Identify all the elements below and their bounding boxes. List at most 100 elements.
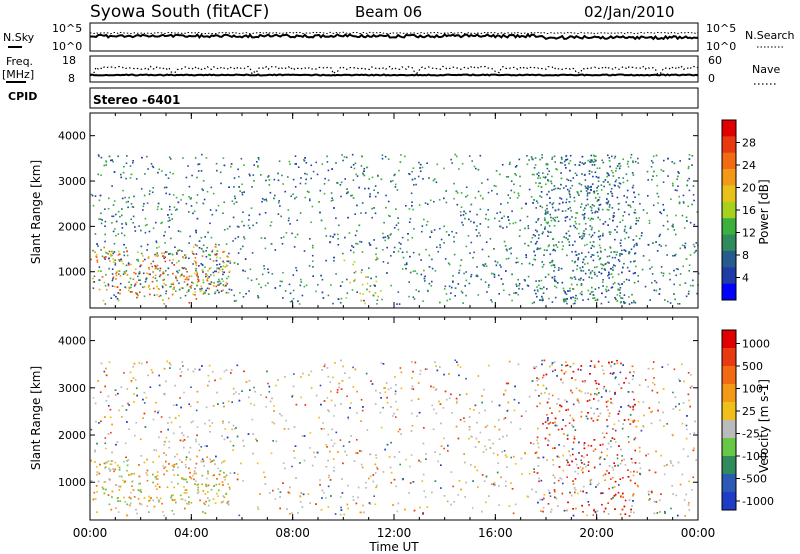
- echo-point: [575, 458, 577, 460]
- echo-point: [196, 484, 199, 486]
- echo-point: [519, 185, 521, 187]
- echo-point: [619, 478, 622, 480]
- echo-point: [345, 156, 348, 159]
- echo-point: [693, 432, 696, 434]
- echo-point: [110, 159, 112, 162]
- echo-point: [417, 175, 420, 178]
- echo-point: [340, 506, 342, 509]
- echo-point: [540, 224, 542, 226]
- echo-point: [635, 235, 638, 237]
- echo-point: [553, 185, 556, 187]
- echo-point: [691, 155, 694, 157]
- echo-point: [688, 177, 690, 180]
- echo-point: [620, 387, 623, 389]
- echo-point: [335, 273, 337, 275]
- y-tick-label: 1000: [58, 266, 86, 279]
- freq-trace: [89, 73, 699, 77]
- echo-point: [191, 281, 193, 284]
- echo-point: [395, 224, 398, 227]
- echo-point: [423, 427, 425, 429]
- echo-point: [277, 488, 280, 490]
- echo-point: [656, 250, 659, 252]
- echo-point: [435, 388, 438, 390]
- echo-point: [558, 203, 561, 205]
- echo-point: [578, 164, 581, 166]
- echo-point: [128, 281, 130, 283]
- echo-point: [159, 269, 161, 272]
- echo-point: [122, 273, 125, 275]
- echo-point: [687, 165, 690, 168]
- echo-point: [533, 167, 536, 169]
- echo-point: [132, 160, 134, 162]
- echo-point: [233, 177, 236, 179]
- echo-point: [649, 267, 651, 270]
- echo-point: [651, 273, 654, 275]
- echo-point: [105, 488, 107, 491]
- echo-point: [571, 448, 574, 450]
- echo-point: [518, 284, 520, 287]
- echo-point: [628, 270, 631, 272]
- echo-point: [593, 245, 595, 248]
- echo-point: [183, 439, 186, 441]
- echo-point: [346, 278, 348, 281]
- echo-point: [551, 156, 554, 159]
- echo-point: [565, 159, 567, 161]
- echo-point: [485, 265, 488, 267]
- echo-point: [339, 439, 342, 441]
- echo-point: [527, 285, 530, 287]
- echo-point: [95, 253, 98, 256]
- echo-point: [222, 284, 225, 286]
- echo-point: [156, 264, 159, 267]
- echo-point: [126, 503, 128, 506]
- echo-point: [560, 198, 563, 200]
- echo-point: [223, 201, 225, 203]
- echo-point: [225, 474, 228, 477]
- echo-point: [174, 417, 177, 419]
- echo-point: [614, 265, 616, 267]
- echo-point: [169, 259, 171, 262]
- echo-point: [623, 228, 626, 231]
- echo-point: [618, 186, 621, 189]
- echo-point: [536, 436, 539, 439]
- echo-point: [347, 216, 349, 219]
- echo-point: [526, 163, 529, 166]
- echo-point: [533, 173, 535, 176]
- echo-point: [375, 457, 378, 459]
- echo-point: [613, 486, 616, 488]
- echo-point: [215, 483, 218, 486]
- echo-point: [511, 299, 513, 302]
- echo-point: [590, 161, 592, 163]
- echo-point: [650, 411, 652, 413]
- echo-point: [597, 199, 600, 201]
- echo-point: [238, 514, 241, 517]
- echo-point: [610, 445, 612, 448]
- echo-point: [376, 299, 379, 301]
- echo-point: [161, 170, 163, 172]
- echo-point: [299, 284, 302, 287]
- echo-point: [662, 411, 664, 414]
- nsearch-label: N.Search: [745, 29, 795, 42]
- echo-point: [594, 211, 596, 214]
- echo-point: [356, 412, 358, 414]
- echo-point: [521, 288, 524, 290]
- echo-point: [162, 286, 164, 289]
- echo-point: [232, 387, 235, 390]
- echo-point: [306, 190, 309, 193]
- echo-point: [617, 273, 620, 276]
- echo-point: [612, 269, 614, 271]
- echo-point: [214, 292, 216, 295]
- echo-point: [165, 192, 167, 195]
- echo-point: [453, 253, 456, 256]
- echo-point: [202, 271, 204, 273]
- echo-point: [244, 270, 246, 273]
- echo-point: [287, 428, 290, 430]
- echo-point: [616, 196, 619, 199]
- echo-point: [125, 162, 128, 165]
- echo-point: [646, 170, 649, 173]
- echo-point: [586, 514, 588, 517]
- echo-point: [399, 247, 402, 250]
- echo-point: [577, 472, 579, 475]
- echo-point: [279, 413, 281, 415]
- echo-point: [163, 443, 165, 446]
- echo-point: [375, 280, 378, 283]
